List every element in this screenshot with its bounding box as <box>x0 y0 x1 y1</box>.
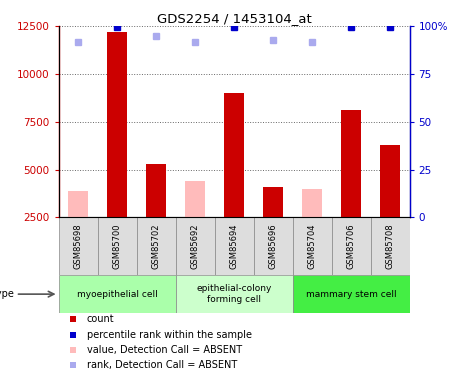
Text: count: count <box>86 315 114 324</box>
Text: GSM85694: GSM85694 <box>230 224 238 269</box>
Bar <box>332 217 370 275</box>
Text: GSM85704: GSM85704 <box>307 224 316 269</box>
Text: GSM85702: GSM85702 <box>152 224 161 269</box>
Text: myoepithelial cell: myoepithelial cell <box>76 290 158 298</box>
Bar <box>58 275 176 313</box>
Bar <box>224 93 244 218</box>
Bar <box>176 275 292 313</box>
Bar <box>215 217 253 275</box>
Text: GSM85696: GSM85696 <box>269 224 278 269</box>
Text: GSM85706: GSM85706 <box>346 224 356 269</box>
Text: mammary stem cell: mammary stem cell <box>306 290 396 298</box>
Text: GSM85708: GSM85708 <box>386 224 395 269</box>
Bar <box>176 217 215 275</box>
Text: rank, Detection Call = ABSENT: rank, Detection Call = ABSENT <box>86 360 237 370</box>
Bar <box>68 190 88 217</box>
Title: GDS2254 / 1453104_at: GDS2254 / 1453104_at <box>157 12 311 25</box>
Bar <box>98 217 136 275</box>
Text: GSM85698: GSM85698 <box>73 224 82 269</box>
Bar <box>263 187 283 218</box>
Bar <box>58 217 98 275</box>
Bar <box>292 275 410 313</box>
Bar <box>302 189 322 218</box>
Bar <box>107 32 127 217</box>
Text: value, Detection Call = ABSENT: value, Detection Call = ABSENT <box>86 345 242 355</box>
Bar <box>370 217 410 275</box>
Bar <box>185 181 205 218</box>
Text: GSM85692: GSM85692 <box>190 224 199 269</box>
Text: GSM85700: GSM85700 <box>112 224 122 269</box>
Bar <box>146 164 166 218</box>
Bar <box>136 217 176 275</box>
Bar <box>380 145 400 218</box>
Text: percentile rank within the sample: percentile rank within the sample <box>86 330 252 340</box>
Bar <box>341 110 361 218</box>
Bar <box>253 217 292 275</box>
Text: epithelial-colony
forming cell: epithelial-colony forming cell <box>196 284 272 304</box>
Text: cell type: cell type <box>0 289 14 299</box>
Bar <box>292 217 332 275</box>
